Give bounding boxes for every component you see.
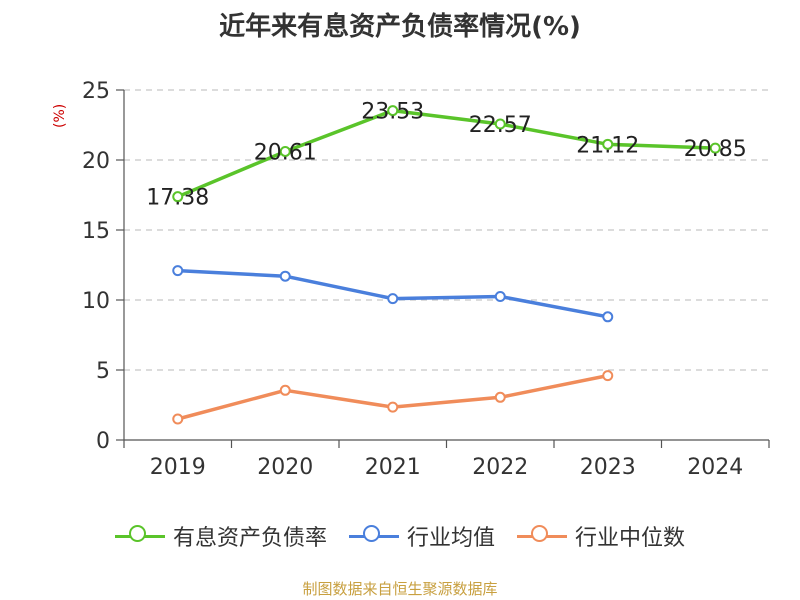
y-tick-label: 10 bbox=[82, 289, 110, 314]
x-tick-label: 2024 bbox=[687, 455, 743, 480]
legend-marker-icon bbox=[517, 525, 567, 547]
y-tick-label: 25 bbox=[82, 79, 110, 104]
source-note: 制图数据来自恒生聚源数据库 bbox=[302, 580, 498, 598]
data-label: 21.12 bbox=[576, 133, 639, 158]
data-point bbox=[279, 270, 291, 282]
data-point bbox=[172, 265, 184, 277]
y-tick-label: 0 bbox=[96, 429, 110, 454]
data-point bbox=[602, 311, 614, 323]
legend-item-0[interactable]: 有息资产负债率 bbox=[114, 520, 327, 552]
data-point bbox=[387, 293, 399, 305]
data-point bbox=[494, 291, 506, 302]
data-point bbox=[602, 138, 614, 150]
series-line-0 bbox=[177, 108, 716, 199]
legend-label: 行业中位数 bbox=[575, 526, 686, 551]
legend-item-2[interactable]: 行业中位数 bbox=[517, 520, 685, 552]
x-tick-label: 2019 bbox=[150, 455, 206, 480]
x-tick-label: 2022 bbox=[472, 455, 528, 480]
data-point bbox=[387, 105, 399, 117]
data-label: 22.57 bbox=[469, 113, 532, 138]
y-tick-label: 15 bbox=[82, 219, 110, 244]
data-label: 17.38 bbox=[146, 186, 209, 211]
data-label: 23.53 bbox=[361, 100, 424, 125]
legend-label: 行业均值 bbox=[406, 526, 495, 551]
data-point bbox=[172, 191, 184, 203]
data-point bbox=[387, 401, 399, 413]
data-label: 20.85 bbox=[684, 137, 747, 162]
x-tick-label: 2021 bbox=[365, 455, 421, 480]
legend-marker-icon bbox=[114, 525, 165, 547]
data-point bbox=[709, 142, 721, 154]
data-point bbox=[279, 384, 291, 396]
legend: 有息资产负债率 行业均值 行业中位数 bbox=[0, 520, 800, 552]
legend-item-1[interactable]: 行业均值 bbox=[348, 520, 495, 552]
x-tick-label: 2023 bbox=[580, 455, 636, 480]
data-point bbox=[172, 413, 184, 425]
legend-marker-icon bbox=[348, 525, 399, 547]
data-point bbox=[602, 370, 614, 382]
data-label: 20.61 bbox=[254, 140, 317, 165]
legend-label: 有息资产负债率 bbox=[172, 526, 327, 551]
x-tick-label: 2020 bbox=[257, 455, 313, 480]
data-point bbox=[279, 145, 291, 157]
data-point bbox=[494, 118, 506, 130]
y-tick-label: 5 bbox=[96, 359, 110, 384]
chart-title: 近年来有息资产负债率情况(%) bbox=[219, 12, 581, 42]
line-chart: 0 5 10 15 20 25 2019 2020 2021 2022 2023 2024 17.38 2… bbox=[82, 79, 770, 480]
data-point bbox=[494, 391, 506, 403]
y-tick-label: 20 bbox=[82, 149, 110, 174]
